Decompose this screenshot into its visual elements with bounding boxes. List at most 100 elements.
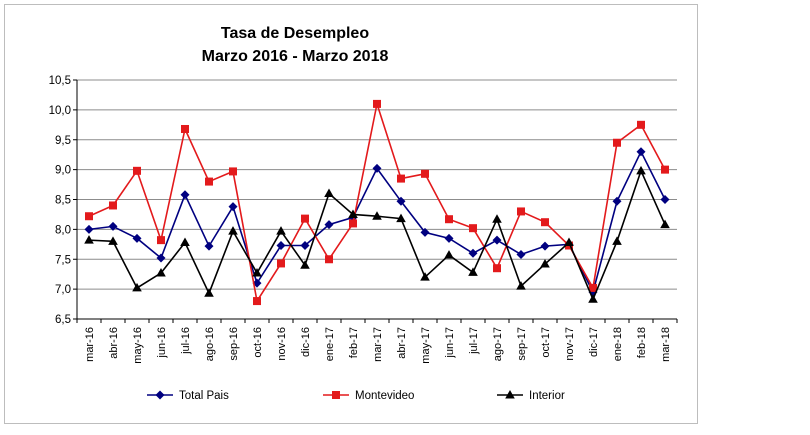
data-point — [468, 248, 478, 258]
data-point — [564, 237, 574, 247]
legend: Total Pais Montevideo Interior — [147, 390, 565, 402]
data-point — [445, 215, 453, 224]
x-tick-label: jun-16 — [156, 327, 168, 359]
x-tick-label: nov-16 — [276, 327, 288, 361]
data-point — [660, 195, 670, 204]
series-line-montevideo — [88, 100, 666, 304]
legend-marker — [332, 391, 340, 399]
data-point — [324, 220, 334, 230]
gridlines — [77, 79, 677, 290]
data-point — [589, 283, 597, 292]
x-tick-label: dic-16 — [300, 327, 312, 357]
data-point — [301, 214, 309, 223]
series-montevideo — [85, 99, 669, 306]
data-point — [396, 196, 406, 206]
data-point — [493, 264, 501, 273]
data-point — [660, 219, 670, 229]
data-point — [541, 218, 549, 227]
y-tick-label: 9,0 — [55, 165, 71, 177]
y-tick-label: 7,0 — [55, 284, 71, 296]
data-point — [420, 272, 430, 281]
data-point — [517, 207, 525, 216]
data-point — [205, 177, 213, 186]
x-tick-label: sep-16 — [228, 327, 240, 361]
chart-title-line-1: Tasa de Desempleo — [221, 25, 369, 42]
data-point — [636, 147, 646, 157]
data-point — [325, 255, 333, 264]
data-point — [252, 267, 262, 277]
data-point — [109, 201, 117, 210]
legend-label: Total Pais — [179, 390, 229, 402]
data-point — [396, 213, 406, 223]
data-point — [181, 124, 189, 133]
data-point — [468, 267, 478, 276]
legend-item-total-pais: Total Pais — [147, 390, 229, 402]
data-point — [348, 209, 358, 218]
x-tick-label: mar-18 — [660, 327, 672, 362]
x-tick-label: abr-17 — [396, 327, 408, 359]
data-point — [156, 253, 166, 263]
chart-title-line-2: Marzo 2016 - Marzo 2018 — [202, 48, 389, 65]
y-tick-label: 8,0 — [55, 224, 71, 236]
data-point — [516, 249, 526, 259]
data-point — [108, 221, 118, 231]
data-point — [540, 259, 550, 268]
data-point — [84, 224, 94, 234]
x-tick-label: abr-16 — [108, 327, 120, 359]
x-tick-label: may-16 — [132, 327, 144, 364]
data-point — [277, 259, 285, 268]
data-point — [84, 235, 94, 244]
series-interior — [84, 165, 670, 303]
x-tick-label: ene-18 — [612, 327, 624, 361]
data-point — [661, 165, 669, 174]
legend-item-interior: Interior — [497, 390, 565, 402]
x-tick-label: mar-17 — [372, 327, 384, 362]
data-point — [492, 214, 502, 223]
x-tick-label: feb-17 — [348, 327, 360, 358]
x-tick-label: jul-16 — [180, 327, 192, 355]
x-tick-label: may-17 — [420, 327, 432, 364]
x-tick-label: ago-16 — [204, 327, 216, 361]
y-axis-ticks: 6,5 7,0 7,5 8,0 8,5 9,0 9,5 10,0 10,5 — [49, 75, 77, 326]
y-tick-label: 10,0 — [49, 105, 71, 117]
y-tick-label: 10,5 — [49, 75, 71, 87]
data-point — [300, 241, 310, 251]
data-point — [108, 236, 118, 245]
data-point — [228, 202, 238, 212]
data-point — [444, 233, 454, 243]
line-chart: Tasa de Desempleo Marzo 2016 - Marzo 201… — [49, 25, 678, 402]
data-point — [492, 235, 502, 245]
x-tick-label: oct-17 — [540, 327, 552, 358]
data-point — [132, 282, 142, 292]
data-point — [444, 250, 454, 259]
data-point — [156, 267, 166, 277]
data-point — [372, 163, 382, 173]
data-point — [637, 120, 645, 129]
y-tick-label: 9,5 — [55, 135, 71, 147]
data-point — [229, 167, 237, 176]
data-point — [180, 190, 190, 200]
data-point — [469, 224, 477, 233]
data-point — [636, 165, 646, 175]
data-point — [612, 196, 622, 206]
x-tick-label: jul-17 — [468, 327, 480, 355]
y-tick-label: 6,5 — [55, 314, 71, 326]
data-point — [132, 233, 142, 243]
data-point — [157, 236, 165, 245]
legend-item-montevideo: Montevideo — [323, 390, 414, 402]
data-point — [397, 174, 405, 183]
data-point — [276, 226, 286, 235]
x-tick-label: mar-16 — [84, 327, 96, 362]
x-tick-label: sep-17 — [516, 327, 528, 361]
x-tick-label: feb-18 — [636, 327, 648, 358]
data-point — [516, 281, 526, 290]
x-tick-label: jun-17 — [444, 327, 456, 359]
data-point — [300, 260, 310, 269]
data-point — [372, 211, 382, 220]
data-point — [253, 297, 261, 306]
legend-label: Interior — [529, 390, 565, 402]
data-point — [421, 169, 429, 178]
data-point — [85, 212, 93, 221]
x-tick-label: dic-17 — [588, 327, 600, 357]
x-axis-ticks: mar-16 abr-16 may-16 jun-16 jul-16 ago-16 sep-… — [76, 319, 678, 364]
